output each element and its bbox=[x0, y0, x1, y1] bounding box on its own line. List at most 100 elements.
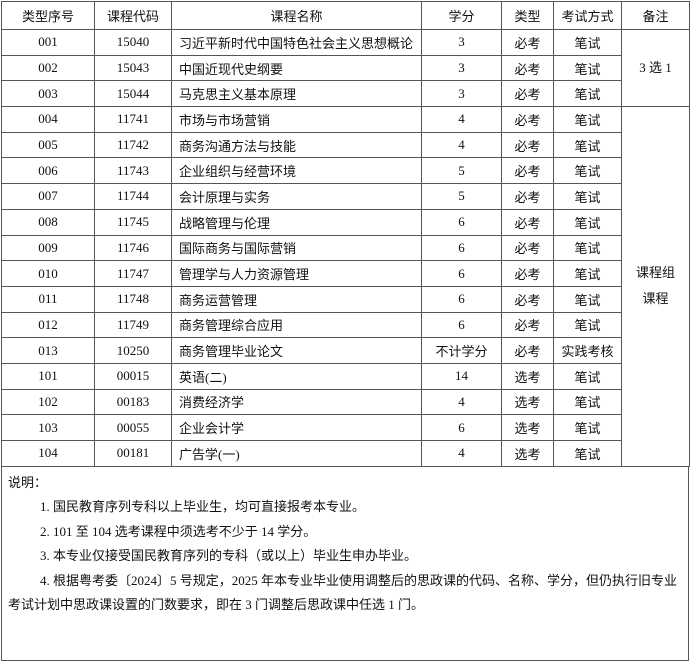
cell: 00181 bbox=[94, 440, 172, 467]
cell: 必考 bbox=[501, 234, 554, 262]
table-row: 004 11741 市场与市场营销 4 必考 笔试 课程组 课程 bbox=[1, 106, 690, 467]
course-name: 商务沟通方法与技能 bbox=[171, 131, 422, 159]
cell: 笔试 bbox=[553, 260, 622, 287]
remark-cell: 课程组 课程 bbox=[621, 106, 690, 467]
remark-line: 3 选 1 bbox=[639, 60, 672, 76]
header-cell: 学分 bbox=[421, 1, 502, 30]
table-row: 010 11747 管理学与人力资源管理 6 必考 笔试 bbox=[1, 260, 690, 287]
cell: 15044 bbox=[94, 80, 172, 108]
cell: 104 bbox=[1, 440, 95, 467]
course-name: 马克思主义基本原理 bbox=[171, 80, 422, 108]
header-cell: 类型序号 bbox=[1, 1, 95, 30]
course-name: 商务管理毕业论文 bbox=[171, 337, 422, 364]
cell: 00183 bbox=[94, 388, 172, 416]
course-name: 英语(二) bbox=[171, 362, 422, 390]
note-item: 2. 101 至 104 选考课程中须选考不少于 14 学分。 bbox=[40, 523, 317, 539]
cell: 002 bbox=[1, 54, 95, 82]
cell: 不计学分 bbox=[421, 337, 502, 364]
cell: 必考 bbox=[501, 260, 554, 287]
header-cell: 课程代码 bbox=[94, 1, 172, 30]
notes: 说明： 1. 国民教育序列专科以上毕业生，均可直接报考本专业。 2. 101 至 … bbox=[1, 466, 689, 661]
cell: 实践考核 bbox=[553, 337, 622, 364]
table-row: 011 11748 商务运营管理 6 必考 笔试 bbox=[1, 285, 690, 313]
cell: 6 bbox=[421, 311, 502, 339]
cell: 4 bbox=[421, 106, 502, 133]
course-table: 类型序号 课程代码 课程名称 学分 类型 考试方式 备注 001 15040 习近平新时代中国特… bbox=[1, 1, 690, 467]
table-row: 002 15043 中国近现代史纲要 3 必考 笔试 bbox=[1, 54, 690, 82]
course-name: 消费经济学 bbox=[171, 388, 422, 416]
cell: 00015 bbox=[94, 362, 172, 390]
cell: 笔试 bbox=[553, 106, 622, 133]
cell: 008 bbox=[1, 208, 95, 236]
cell: 3 bbox=[421, 54, 502, 82]
cell: 笔试 bbox=[553, 157, 622, 185]
cell: 6 bbox=[421, 285, 502, 313]
course-name: 市场与市场营销 bbox=[171, 106, 422, 133]
cell: 选考 bbox=[501, 440, 554, 467]
cell: 笔试 bbox=[553, 311, 622, 339]
cell: 11749 bbox=[94, 311, 172, 339]
cell: 6 bbox=[421, 260, 502, 287]
cell: 6 bbox=[421, 414, 502, 441]
table-row: 103 00055 企业会计学 6 选考 笔试 bbox=[1, 414, 690, 441]
cell: 101 bbox=[1, 362, 95, 390]
cell: 006 bbox=[1, 157, 95, 185]
cell: 5 bbox=[421, 183, 502, 210]
course-name: 习近平新时代中国特色社会主义思想概论 bbox=[171, 29, 422, 56]
note-item: 4. 根据粤考委〔2024〕5 号规定，2025 年本专业毕业使用调整后的思政课… bbox=[8, 572, 678, 613]
cell: 11743 bbox=[94, 157, 172, 185]
cell: 00055 bbox=[94, 414, 172, 441]
cell: 4 bbox=[421, 131, 502, 159]
cell: 必考 bbox=[501, 131, 554, 159]
cell: 必考 bbox=[501, 80, 554, 108]
header-cell: 考试方式 bbox=[553, 1, 622, 30]
cell: 004 bbox=[1, 106, 95, 133]
cell: 11741 bbox=[94, 106, 172, 133]
cell: 5 bbox=[421, 157, 502, 185]
cell: 笔试 bbox=[553, 388, 622, 416]
cell: 必考 bbox=[501, 29, 554, 56]
header-cell: 备注 bbox=[621, 1, 690, 30]
cell: 11748 bbox=[94, 285, 172, 313]
remark-line: 课程 bbox=[642, 291, 669, 307]
table-row: 104 00181 广告学(一) 4 选考 笔试 bbox=[1, 440, 690, 467]
cell: 010 bbox=[1, 260, 95, 287]
cell: 笔试 bbox=[553, 414, 622, 441]
cell: 必考 bbox=[501, 157, 554, 185]
cell: 11744 bbox=[94, 183, 172, 210]
cell: 103 bbox=[1, 414, 95, 441]
cell: 必考 bbox=[501, 337, 554, 364]
cell: 102 bbox=[1, 388, 95, 416]
cell: 必考 bbox=[501, 285, 554, 313]
cell: 6 bbox=[421, 234, 502, 262]
course-name: 企业会计学 bbox=[171, 414, 422, 441]
cell: 3 bbox=[421, 80, 502, 108]
header-cell: 类型 bbox=[501, 1, 554, 30]
table-row: 102 00183 消费经济学 4 选考 笔试 bbox=[1, 388, 690, 416]
cell: 必考 bbox=[501, 106, 554, 133]
table-row: 007 11744 会计原理与实务 5 必考 笔试 bbox=[1, 183, 690, 210]
cell: 笔试 bbox=[553, 80, 622, 108]
course-name: 商务管理综合应用 bbox=[171, 311, 422, 339]
cell: 选考 bbox=[501, 362, 554, 390]
course-name: 中国近现代史纲要 bbox=[171, 54, 422, 82]
cell: 必考 bbox=[501, 183, 554, 210]
course-name: 会计原理与实务 bbox=[171, 183, 422, 210]
cell: 选考 bbox=[501, 414, 554, 441]
cell: 15043 bbox=[94, 54, 172, 82]
cell: 15040 bbox=[94, 29, 172, 56]
cell: 笔试 bbox=[553, 131, 622, 159]
cell: 005 bbox=[1, 131, 95, 159]
cell: 14 bbox=[421, 362, 502, 390]
remark-cell: 3 选 1 bbox=[621, 28, 690, 108]
table-row: 006 11743 企业组织与经营环境 5 必考 笔试 bbox=[1, 157, 690, 185]
cell: 11742 bbox=[94, 131, 172, 159]
cell: 必考 bbox=[501, 311, 554, 339]
table-row: 012 11749 商务管理综合应用 6 必考 笔试 bbox=[1, 311, 690, 339]
cell: 笔试 bbox=[553, 183, 622, 210]
table-row: 013 10250 商务管理毕业论文 不计学分 必考 实践考核 bbox=[1, 337, 690, 364]
cell: 笔试 bbox=[553, 285, 622, 313]
cell: 11746 bbox=[94, 234, 172, 262]
remark-line: 课程组 bbox=[635, 265, 675, 281]
